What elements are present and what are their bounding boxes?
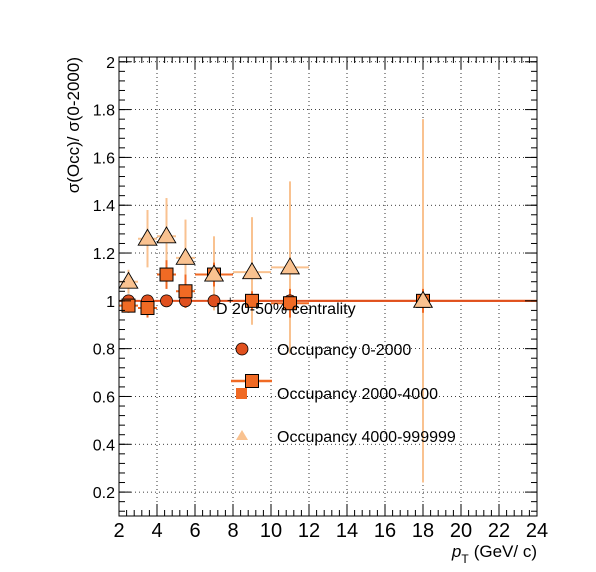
legend: D 20-50% centrality + Occupancy 0-2000Oc… <box>216 295 456 446</box>
x-tick-label: 8 <box>227 520 238 542</box>
plot-frame <box>118 56 538 517</box>
axis-ticks <box>118 57 538 516</box>
data-point <box>156 226 177 244</box>
y-tick-label: 1.4 <box>93 198 115 215</box>
legend-entry-1: Occupancy 2000-4000 <box>231 374 438 403</box>
x-tick-label: 2 <box>113 520 124 542</box>
x-tick-label: 14 <box>336 520 358 542</box>
x-axis-symbol: p <box>451 542 461 561</box>
data-point <box>207 294 221 308</box>
data-point <box>279 257 301 275</box>
y-tick-label: 2 <box>106 55 115 72</box>
legend-header-superscript: + <box>227 295 233 307</box>
y-axis-title: σ(Occ)/ σ(0-2000) <box>64 57 83 193</box>
x-tick-label: 10 <box>260 520 282 542</box>
y-tick-label: 1 <box>106 294 115 311</box>
legend-triangle-marker <box>236 430 248 440</box>
legend-fill-swatch <box>236 388 247 399</box>
x-tick-label: 22 <box>488 520 510 542</box>
series-2-markers <box>118 226 434 308</box>
data-series <box>118 119 537 483</box>
data-point <box>175 247 196 265</box>
data-point <box>137 228 158 246</box>
data-point <box>118 271 139 289</box>
y-tick-label: 0.2 <box>93 485 115 502</box>
x-tick-label: 24 <box>526 520 548 542</box>
x-tick-label: 20 <box>450 520 472 542</box>
y-tick-label: 0.6 <box>93 389 115 406</box>
data-point <box>178 284 193 299</box>
legend-entry-2: Occupancy 4000-999999 <box>236 429 456 446</box>
tick-labels: 2 4 6 8 10 12 14 16 18 20 22 240.20.40.60.811.21.41… <box>93 55 548 542</box>
legend-entries: Occupancy 0-2000 Occupancy 2000-4000 Occup… <box>231 342 456 446</box>
x-tick-label: 16 <box>374 520 396 542</box>
y-tick-label: 1.8 <box>93 103 115 120</box>
data-point <box>160 294 173 308</box>
legend-label: Occupancy 0-2000 <box>277 342 411 359</box>
y-tick-label: 0.4 <box>93 437 115 454</box>
legend-label: Occupancy 2000-4000 <box>277 386 438 403</box>
data-point <box>412 290 434 308</box>
x-tick-label: 4 <box>151 520 162 542</box>
legend-entry-0: Occupancy 0-2000 <box>235 342 411 359</box>
data-point <box>140 301 155 316</box>
data-point <box>121 298 136 313</box>
data-point <box>283 296 297 311</box>
legend-square-marker <box>245 374 259 388</box>
data-point <box>245 293 259 308</box>
x-tick-label: 12 <box>298 520 320 542</box>
legend-circle-marker <box>235 342 249 356</box>
legend-header: D 20-50% centrality <box>216 301 356 318</box>
x-axis-subscript: T <box>461 552 469 566</box>
x-axis-title: pT (GeV/ c) <box>451 542 537 566</box>
x-axis-unit: (GeV/ c) <box>474 542 537 561</box>
y-tick-label: 1.2 <box>93 246 115 263</box>
data-point <box>159 267 174 282</box>
data-point <box>203 264 225 282</box>
data-point <box>241 261 263 280</box>
x-tick-label: 6 <box>189 520 200 542</box>
y-tick-label: 1.6 <box>93 150 115 167</box>
y-tick-label: 0.8 <box>93 342 115 359</box>
legend-label: Occupancy 4000-999999 <box>277 429 456 446</box>
x-tick-label: 18 <box>412 520 434 542</box>
